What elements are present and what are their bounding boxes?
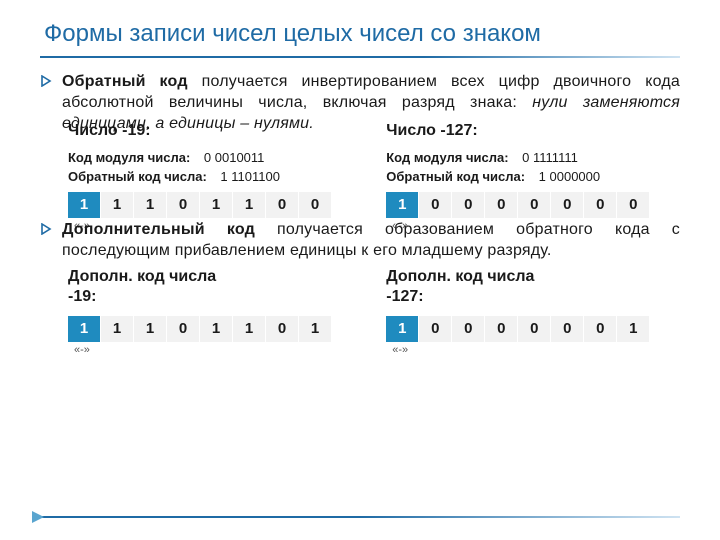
bullet-marker-icon — [40, 75, 54, 89]
ex-left-mod-value: 0 0010011 — [204, 150, 265, 165]
ex-right-ones-value: 1 0000000 — [539, 169, 600, 184]
bullet-twos-complement: Дополнительный код получается образовани… — [40, 220, 680, 262]
bit: 1 — [134, 192, 167, 218]
bit: 0 — [452, 192, 485, 218]
ex2-left-h1: Дополн. код числа — [68, 268, 362, 286]
bit: 0 — [584, 316, 617, 342]
ex-left-ones-label: Обратный код числа: — [68, 169, 207, 184]
example2-left: Дополн. код числа -19: 1 1 1 0 1 1 0 1 «… — [68, 268, 362, 356]
ex2-right-h2: -127: — [386, 288, 680, 306]
ones-lead: Обратный код — [62, 73, 188, 90]
bit: 0 — [452, 316, 485, 342]
slide: Формы записи чисел целых чисел со знаком… — [0, 0, 720, 540]
bit-sign: 1 — [68, 192, 101, 218]
ex-right-mod-label: Код модуля числа: — [386, 150, 508, 165]
example-left: Число -19: Код модуля числа: 0 0010011 О… — [68, 122, 362, 232]
bit: 0 — [584, 192, 617, 218]
bit: 1 — [101, 316, 134, 342]
example2-right: Дополн. код числа -127: 1 0 0 0 0 0 0 1 … — [386, 268, 680, 356]
ex-left-heading: Число -19: — [68, 122, 362, 140]
ex2-right-bits: 1 0 0 0 0 0 0 1 — [386, 316, 680, 342]
bit: 0 — [551, 316, 584, 342]
bit: 1 — [200, 192, 233, 218]
slide-title: Формы записи чисел целых чисел со знаком — [44, 20, 680, 48]
bit: 0 — [485, 192, 518, 218]
bit-sign: 1 — [386, 192, 419, 218]
ex-right-ones: Обратный код числа: 1 0000000 — [386, 169, 680, 184]
bit: 1 — [299, 316, 332, 342]
bit: 1 — [233, 316, 266, 342]
ex2-right-sign-note: «-» — [392, 344, 680, 356]
example-right: Число -127: Код модуля числа: 0 1111111 … — [386, 122, 680, 232]
examples-row-1: Число -19: Код модуля числа: 0 0010011 О… — [68, 122, 680, 232]
bit: 1 — [101, 192, 134, 218]
ex-right-mod-value: 0 1111111 — [522, 150, 578, 165]
ex-right-bits: 1 0 0 0 0 0 0 0 — [386, 192, 680, 218]
ex2-left-bits: 1 1 1 0 1 1 0 1 — [68, 316, 362, 342]
title-underline — [40, 56, 680, 58]
bit: 0 — [518, 316, 551, 342]
ex-left-ones-value: 1 1101100 — [220, 169, 280, 184]
bit: 1 — [233, 192, 266, 218]
bullet-twos-text: Дополнительный код получается образовани… — [62, 220, 680, 262]
bullet-marker-icon — [40, 223, 54, 237]
bit: 0 — [167, 316, 200, 342]
bit: 0 — [266, 192, 299, 218]
examples-row-2: Дополн. код числа -19: 1 1 1 0 1 1 0 1 «… — [68, 268, 680, 356]
footer-underline — [40, 516, 680, 518]
ex-left-bits: 1 1 1 0 1 1 0 0 — [68, 192, 362, 218]
slide-body: Обратный код получается инвертированием … — [40, 72, 680, 356]
ex2-right-h1: Дополн. код числа — [386, 268, 680, 286]
ex-left-mod-label: Код модуля числа: — [68, 150, 190, 165]
bit: 0 — [485, 316, 518, 342]
ex-left-mod: Код модуля числа: 0 0010011 — [68, 150, 362, 165]
ex2-left-h2: -19: — [68, 288, 362, 306]
ex-left-ones: Обратный код числа: 1 1101100 — [68, 169, 362, 184]
bit: 0 — [518, 192, 551, 218]
ex2-left-sign-note: «-» — [74, 344, 362, 356]
bit: 0 — [266, 316, 299, 342]
ex-right-ones-label: Обратный код числа: — [386, 169, 525, 184]
bit: 0 — [167, 192, 200, 218]
bit: 1 — [134, 316, 167, 342]
bit: 0 — [419, 192, 452, 218]
bit-sign: 1 — [386, 316, 419, 342]
bit: 1 — [617, 316, 650, 342]
bit: 1 — [200, 316, 233, 342]
twos-lead: Дополнительный код — [62, 221, 255, 238]
bit: 0 — [551, 192, 584, 218]
bit: 0 — [419, 316, 452, 342]
bit: 0 — [617, 192, 650, 218]
bit: 0 — [299, 192, 332, 218]
bit-sign: 1 — [68, 316, 101, 342]
ex-right-mod: Код модуля числа: 0 1111111 — [386, 150, 680, 165]
ex-right-heading: Число -127: — [386, 122, 680, 140]
footer-triangle-icon — [30, 509, 46, 525]
